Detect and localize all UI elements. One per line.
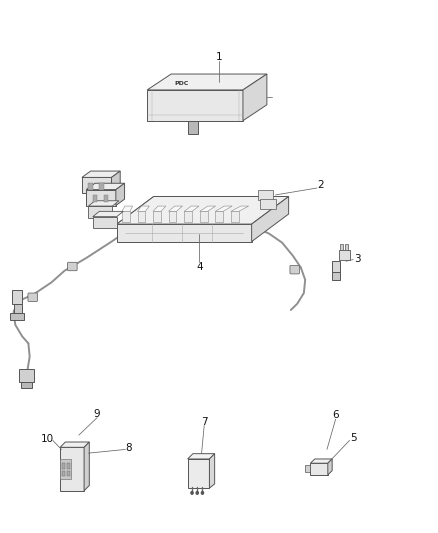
Polygon shape [82, 171, 120, 177]
Polygon shape [187, 454, 215, 459]
Polygon shape [332, 261, 340, 272]
Text: 9: 9 [94, 409, 100, 419]
Polygon shape [215, 212, 223, 222]
Polygon shape [93, 212, 123, 216]
Polygon shape [116, 183, 124, 206]
Polygon shape [258, 190, 273, 200]
Polygon shape [62, 471, 65, 476]
Polygon shape [93, 195, 97, 202]
Polygon shape [117, 224, 252, 241]
Polygon shape [122, 212, 130, 222]
Polygon shape [188, 120, 198, 134]
Polygon shape [169, 212, 177, 222]
Text: 7: 7 [201, 417, 208, 427]
Polygon shape [138, 212, 145, 222]
Polygon shape [60, 442, 89, 447]
Polygon shape [345, 244, 348, 249]
Polygon shape [21, 382, 32, 389]
Polygon shape [311, 459, 332, 463]
Polygon shape [62, 463, 65, 469]
Polygon shape [82, 177, 112, 193]
Polygon shape [122, 206, 133, 212]
Polygon shape [187, 459, 209, 488]
Polygon shape [243, 74, 267, 120]
Polygon shape [311, 463, 328, 475]
Polygon shape [153, 206, 166, 212]
Polygon shape [332, 272, 340, 280]
Text: 3: 3 [354, 254, 361, 263]
FancyBboxPatch shape [290, 265, 300, 274]
Polygon shape [117, 197, 289, 224]
Polygon shape [10, 313, 24, 319]
Text: 2: 2 [317, 180, 324, 190]
Polygon shape [328, 459, 332, 475]
Polygon shape [231, 206, 249, 212]
Polygon shape [67, 471, 70, 476]
Text: PDC: PDC [175, 81, 189, 86]
Polygon shape [252, 197, 289, 241]
Polygon shape [84, 442, 89, 491]
Polygon shape [86, 190, 116, 206]
Polygon shape [200, 212, 208, 222]
Polygon shape [88, 206, 113, 217]
Polygon shape [60, 447, 84, 491]
Polygon shape [184, 212, 192, 222]
Circle shape [191, 491, 193, 494]
Polygon shape [339, 244, 343, 249]
Text: 1: 1 [215, 52, 223, 62]
Polygon shape [138, 206, 149, 212]
Polygon shape [153, 212, 161, 222]
Text: 10: 10 [41, 434, 53, 444]
Polygon shape [88, 183, 93, 190]
FancyBboxPatch shape [28, 293, 38, 302]
Polygon shape [260, 199, 276, 209]
Polygon shape [169, 206, 182, 212]
Polygon shape [112, 171, 120, 193]
Circle shape [196, 491, 198, 494]
Polygon shape [14, 304, 22, 313]
Polygon shape [147, 90, 243, 120]
Polygon shape [209, 454, 215, 488]
Polygon shape [147, 74, 267, 90]
Polygon shape [93, 216, 117, 228]
Polygon shape [67, 463, 70, 469]
Polygon shape [305, 465, 311, 472]
Polygon shape [99, 183, 104, 190]
Polygon shape [12, 290, 22, 304]
Text: 5: 5 [350, 433, 357, 443]
Polygon shape [339, 249, 350, 260]
Polygon shape [60, 459, 71, 479]
Polygon shape [231, 212, 239, 222]
Polygon shape [19, 369, 34, 382]
Polygon shape [184, 206, 199, 212]
Polygon shape [88, 201, 119, 206]
Text: 6: 6 [332, 410, 339, 420]
Polygon shape [200, 206, 215, 212]
Polygon shape [104, 195, 108, 202]
FancyBboxPatch shape [67, 262, 77, 271]
Polygon shape [215, 206, 232, 212]
Polygon shape [86, 183, 124, 190]
Polygon shape [117, 197, 289, 224]
Text: 4: 4 [196, 262, 203, 271]
Text: 8: 8 [125, 443, 132, 454]
Circle shape [201, 491, 204, 494]
